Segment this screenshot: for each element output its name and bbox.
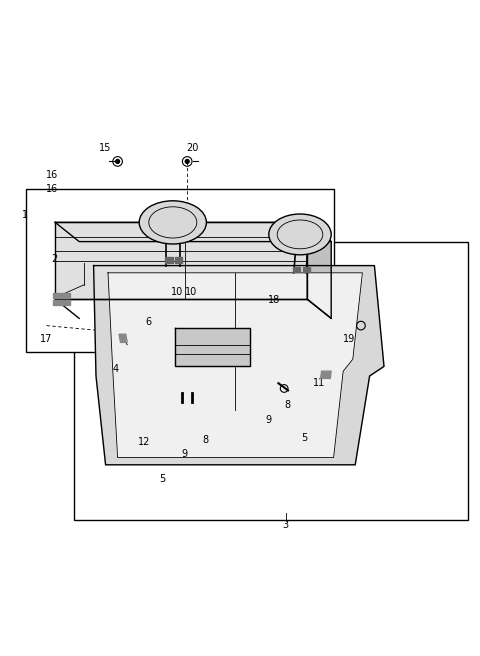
Text: 8: 8 bbox=[202, 435, 208, 445]
Ellipse shape bbox=[269, 214, 331, 255]
FancyBboxPatch shape bbox=[74, 241, 468, 520]
FancyBboxPatch shape bbox=[26, 189, 334, 352]
Polygon shape bbox=[53, 293, 70, 298]
Text: 15: 15 bbox=[99, 143, 112, 153]
Polygon shape bbox=[307, 222, 331, 318]
Text: 19: 19 bbox=[343, 334, 356, 344]
Polygon shape bbox=[293, 267, 300, 272]
Text: 10: 10 bbox=[185, 287, 197, 297]
Text: 18: 18 bbox=[267, 295, 280, 305]
Text: 9: 9 bbox=[266, 415, 272, 425]
Polygon shape bbox=[55, 222, 307, 299]
Text: 8: 8 bbox=[284, 400, 290, 410]
Text: 16: 16 bbox=[46, 184, 58, 194]
Circle shape bbox=[185, 159, 189, 163]
Text: 9: 9 bbox=[182, 449, 188, 459]
Polygon shape bbox=[119, 335, 127, 342]
Text: 12: 12 bbox=[138, 437, 150, 447]
Text: 4: 4 bbox=[112, 364, 118, 374]
Polygon shape bbox=[53, 300, 70, 305]
Text: 20: 20 bbox=[186, 142, 198, 152]
Text: 17: 17 bbox=[40, 333, 53, 344]
Polygon shape bbox=[94, 266, 384, 465]
Text: 10: 10 bbox=[170, 287, 183, 297]
Polygon shape bbox=[303, 267, 310, 272]
Text: 2: 2 bbox=[51, 255, 58, 264]
Text: 5: 5 bbox=[301, 434, 308, 443]
Ellipse shape bbox=[139, 201, 206, 244]
Polygon shape bbox=[321, 371, 331, 379]
Text: 16: 16 bbox=[46, 171, 58, 180]
Polygon shape bbox=[108, 273, 362, 458]
Circle shape bbox=[116, 159, 120, 163]
Polygon shape bbox=[165, 257, 173, 263]
Text: 11: 11 bbox=[313, 379, 325, 388]
Polygon shape bbox=[55, 222, 331, 241]
Text: 5: 5 bbox=[159, 474, 166, 484]
Polygon shape bbox=[175, 257, 182, 263]
Polygon shape bbox=[175, 328, 250, 367]
Text: 1: 1 bbox=[22, 210, 28, 220]
Text: 3: 3 bbox=[283, 520, 288, 530]
Text: 6: 6 bbox=[146, 318, 152, 327]
